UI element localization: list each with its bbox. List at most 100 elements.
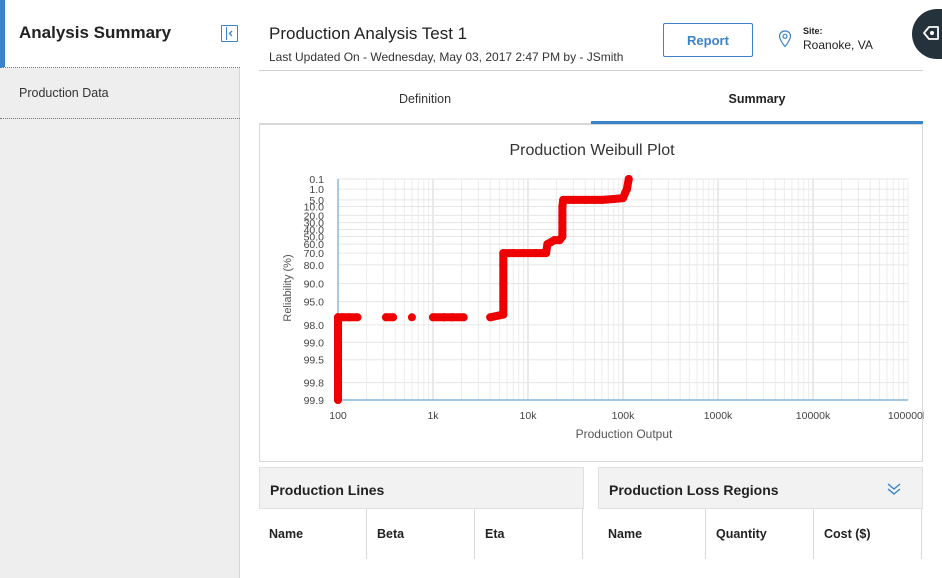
data-point	[334, 320, 342, 329]
data-point	[558, 202, 567, 211]
data-point	[558, 218, 567, 227]
y-tick-label: 5.0	[309, 195, 324, 207]
column-header-cost[interactable]: Cost ($)	[814, 509, 922, 559]
y-tick-label: 99.0	[304, 337, 325, 349]
x-tick-label: 1k	[427, 410, 439, 422]
site-value: Roanoke, VA	[803, 38, 873, 52]
tab-summary[interactable]: Summary	[591, 71, 923, 124]
data-point	[439, 313, 448, 322]
weibull-plot: 0.11.05.010.020.030.040.050.060.070.080.…	[282, 142, 924, 441]
x-tick-label: 10k	[520, 410, 538, 422]
data-point	[569, 195, 578, 204]
data-point	[486, 313, 495, 322]
sidebar-header: Analysis Summary	[0, 0, 240, 68]
tab-definition[interactable]: Definition	[259, 71, 591, 124]
data-point	[597, 195, 606, 204]
data-point	[609, 195, 618, 204]
column-header-name[interactable]: Name	[598, 509, 706, 559]
production-loss-regions-panel: Production Loss Regions Name Quantity Co…	[598, 467, 923, 578]
data-point	[624, 175, 633, 183]
column-label: Name	[269, 527, 304, 541]
data-point	[558, 232, 567, 241]
data-point	[334, 355, 342, 364]
y-tick-label: 50.0	[304, 231, 325, 243]
data-point	[337, 313, 346, 322]
data-point	[344, 313, 353, 322]
x-tick-label: 100k	[612, 410, 636, 422]
data-point	[590, 195, 599, 204]
header-divider	[259, 70, 923, 71]
column-label: Beta	[377, 527, 405, 541]
site-label: Site:	[803, 26, 823, 36]
column-label: Name	[608, 527, 643, 541]
data-point	[542, 249, 551, 258]
y-tick-label: 40.0	[304, 225, 325, 237]
y-tick-label: 80.0	[304, 260, 325, 272]
x-tick-label: 10000k	[796, 410, 831, 422]
column-header-eta[interactable]: Eta	[475, 509, 583, 559]
data-point	[622, 185, 631, 194]
y-axis-label: Reliability (%)	[282, 254, 294, 321]
data-point	[353, 313, 362, 322]
column-header-name[interactable]: Name	[259, 509, 367, 559]
data-point	[334, 328, 342, 337]
panel-header: Production Lines	[259, 467, 584, 509]
panel-header: Production Loss Regions	[598, 467, 923, 509]
expand-chevrons-icon[interactable]	[886, 482, 902, 496]
data-point	[559, 195, 568, 204]
y-tick-label: 99.8	[304, 378, 325, 390]
y-tick-label: 70.0	[304, 248, 325, 260]
data-point	[499, 310, 508, 319]
column-header-beta[interactable]: Beta	[367, 509, 475, 559]
chart-panel: 0.1 1.0 5.0 10.0 20.0 30.0 40.0 50.0 60.0 70.0 80.…	[259, 124, 924, 462]
y-tick-label: 99.9	[304, 395, 325, 407]
y-tick-label: 90.0	[304, 279, 325, 291]
panel-title: Production Loss Regions	[609, 482, 779, 498]
report-button[interactable]: Report	[663, 23, 753, 57]
last-updated-text: Last Updated On - Wednesday, May 03, 201…	[269, 50, 624, 64]
sidebar: Analysis Summary Production Data	[0, 0, 240, 578]
y-tick-label: 10.0	[304, 201, 325, 213]
panel-title: Production Lines	[270, 482, 385, 498]
x-tick-label: 100	[329, 410, 347, 422]
collapse-sidebar-button[interactable]	[221, 25, 238, 42]
data-point	[389, 313, 398, 322]
column-label: Cost ($)	[824, 527, 871, 541]
data-point	[499, 297, 508, 306]
data-point	[334, 396, 342, 404]
data-point	[407, 313, 416, 322]
y-tick-label: 95.0	[304, 297, 325, 309]
y-tick-label: 0.1	[309, 174, 324, 186]
data-point	[509, 249, 518, 258]
column-header-quantity[interactable]: Quantity	[706, 509, 814, 559]
y-tick-label: 60.0	[304, 239, 325, 251]
data-point	[448, 313, 457, 322]
y-tick-label: 20.0	[304, 210, 325, 222]
column-label: Quantity	[716, 527, 767, 541]
collapse-sidebar-icon	[226, 27, 233, 40]
sidebar-title: Analysis Summary	[19, 23, 172, 42]
column-label: Eta	[485, 527, 505, 541]
data-point	[558, 211, 567, 220]
data-point	[543, 240, 552, 249]
data-point	[531, 249, 540, 258]
y-tick-label: 99.5	[304, 355, 325, 367]
navigation-icon	[923, 26, 939, 40]
sidebar-item-production-data[interactable]: Production Data	[0, 68, 240, 119]
y-tick-label: 1.0	[309, 184, 324, 196]
data-point	[499, 249, 508, 258]
chart-title: Production Weibull Plot	[509, 142, 675, 159]
data-point	[499, 260, 508, 269]
page-title: Production Analysis Test 1	[269, 24, 468, 43]
map-pin-icon	[778, 30, 792, 48]
data-point	[558, 225, 567, 234]
data-point	[459, 313, 468, 322]
data-point	[334, 378, 342, 387]
data-point	[499, 279, 508, 288]
x-tick-label: 1000k	[704, 410, 733, 422]
data-point	[581, 195, 590, 204]
navigation-button[interactable]	[912, 9, 942, 59]
sidebar-item-label: Production Data	[19, 86, 109, 100]
data-point	[429, 313, 437, 322]
y-tick-label: 98.0	[304, 320, 325, 332]
